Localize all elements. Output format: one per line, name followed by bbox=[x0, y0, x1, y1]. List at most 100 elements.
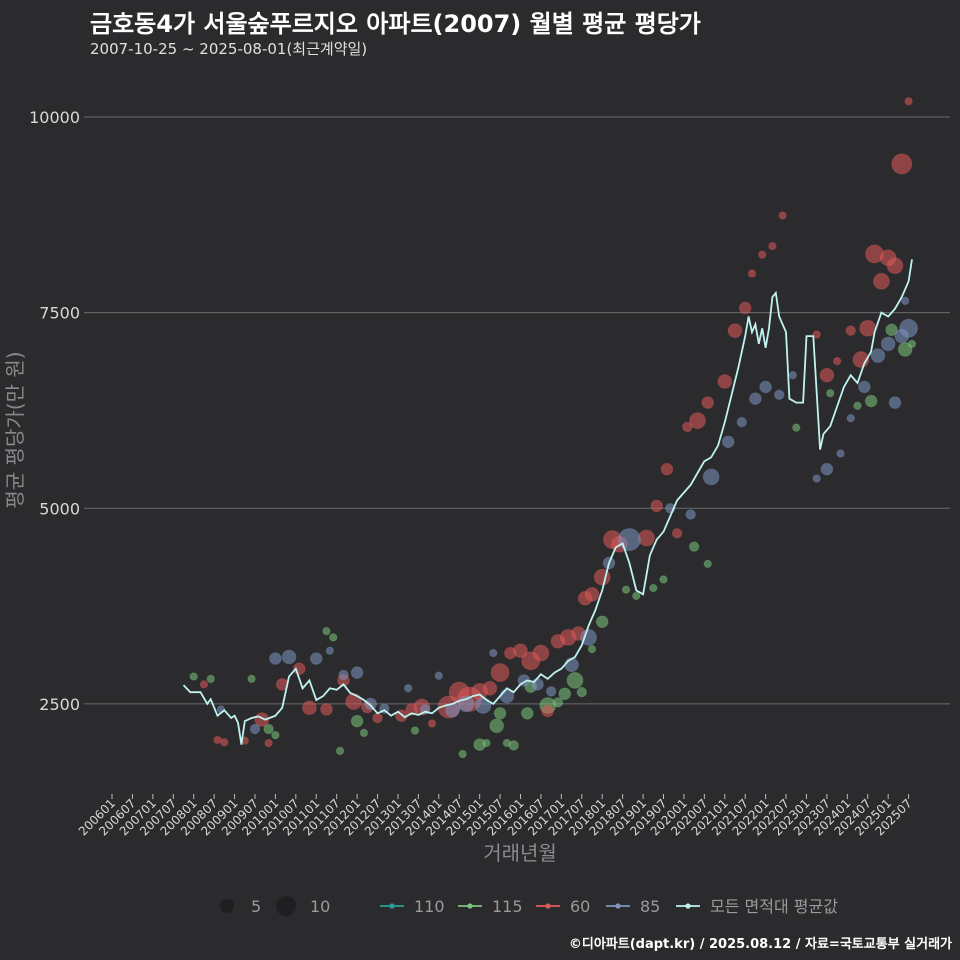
point-115 bbox=[864, 394, 878, 408]
point-60 bbox=[638, 529, 655, 547]
point-85 bbox=[888, 396, 902, 409]
point-85 bbox=[350, 666, 364, 679]
point-60 bbox=[650, 499, 663, 513]
point-115 bbox=[885, 323, 898, 337]
legend: 5 10 110 115 60 85 모든 면적대 평균값 bbox=[220, 896, 838, 916]
point-60 bbox=[427, 719, 437, 728]
point-115 bbox=[322, 626, 331, 636]
point-60 bbox=[490, 663, 510, 683]
gridlines bbox=[84, 116, 950, 705]
point-60 bbox=[584, 586, 600, 602]
point-85 bbox=[531, 678, 544, 691]
point-60 bbox=[302, 700, 317, 716]
point-115 bbox=[263, 723, 274, 735]
y-tick-labels: 2500 5000 7500 10000 bbox=[29, 108, 80, 714]
point-60 bbox=[758, 250, 767, 259]
point-115 bbox=[458, 749, 467, 759]
point-115 bbox=[587, 644, 597, 654]
point-115 bbox=[659, 575, 668, 584]
legend-series-label: 모든 면적대 평균값 bbox=[710, 897, 838, 916]
point-115 bbox=[703, 559, 712, 569]
point-85 bbox=[545, 686, 557, 697]
point-115 bbox=[359, 728, 369, 738]
scatter-points bbox=[189, 97, 919, 759]
point-85 bbox=[309, 652, 323, 665]
point-85 bbox=[736, 416, 748, 428]
legend-swatch-dot bbox=[467, 903, 473, 909]
point-60 bbox=[832, 356, 842, 366]
legend-size-label: 10 bbox=[310, 897, 330, 916]
point-85 bbox=[249, 723, 261, 735]
point-60 bbox=[482, 680, 498, 696]
point-60 bbox=[660, 462, 674, 476]
point-60 bbox=[541, 704, 555, 718]
point-60 bbox=[738, 301, 752, 315]
point-60 bbox=[872, 272, 890, 290]
legend-swatch-dot bbox=[389, 903, 395, 909]
point-60 bbox=[819, 367, 835, 383]
point-60 bbox=[747, 269, 757, 278]
point-60 bbox=[372, 712, 383, 724]
point-85 bbox=[836, 449, 845, 458]
point-85 bbox=[870, 348, 886, 364]
point-60 bbox=[513, 643, 528, 659]
point-85 bbox=[820, 462, 834, 476]
y-tick-label: 2500 bbox=[39, 695, 80, 714]
point-85 bbox=[489, 648, 498, 658]
point-85 bbox=[880, 336, 896, 352]
point-115 bbox=[410, 726, 420, 735]
point-60 bbox=[689, 412, 706, 430]
point-60 bbox=[891, 153, 913, 175]
point-85 bbox=[899, 318, 919, 338]
x-axis-label: 거래년월 bbox=[483, 841, 557, 865]
point-60 bbox=[199, 680, 209, 689]
point-115 bbox=[566, 672, 584, 689]
point-85 bbox=[685, 509, 696, 520]
point-60 bbox=[778, 211, 787, 220]
point-85 bbox=[749, 392, 762, 405]
y-tick-label: 10000 bbox=[29, 108, 80, 127]
point-60 bbox=[213, 735, 222, 745]
point-60 bbox=[220, 738, 229, 747]
point-60 bbox=[264, 738, 273, 748]
legend-series-label: 110 bbox=[414, 897, 445, 916]
point-115 bbox=[206, 674, 215, 684]
point-115 bbox=[621, 585, 631, 594]
point-85 bbox=[434, 671, 444, 680]
point-85 bbox=[617, 528, 641, 552]
point-115 bbox=[632, 591, 641, 601]
legend-swatch-dot bbox=[545, 903, 551, 909]
point-85 bbox=[702, 468, 720, 486]
point-115 bbox=[489, 718, 505, 734]
point-85 bbox=[281, 649, 297, 665]
point-85 bbox=[858, 380, 871, 394]
point-85 bbox=[580, 628, 597, 646]
point-115 bbox=[335, 746, 345, 756]
point-60 bbox=[768, 241, 777, 251]
point-115 bbox=[493, 707, 507, 720]
point-85 bbox=[269, 652, 282, 665]
average-line bbox=[182, 259, 913, 745]
point-115 bbox=[907, 339, 917, 349]
point-85 bbox=[846, 414, 855, 423]
y-tick-label: 5000 bbox=[39, 499, 80, 518]
point-115 bbox=[595, 615, 609, 629]
point-60 bbox=[859, 319, 877, 337]
point-85 bbox=[338, 669, 349, 681]
point-115 bbox=[649, 583, 658, 593]
legend-swatch-dot bbox=[685, 903, 691, 909]
point-115 bbox=[247, 674, 256, 684]
source-caption: ©디아파트(dapt.kr) / 2025.08.12 / 자료=국토교통부 실… bbox=[568, 937, 952, 952]
point-115 bbox=[552, 697, 564, 708]
point-85 bbox=[364, 697, 378, 711]
point-115 bbox=[558, 687, 572, 701]
point-115 bbox=[482, 738, 491, 748]
x-tick-labels: 2006012006072007012007072008012008072009… bbox=[76, 794, 915, 839]
point-85 bbox=[900, 296, 910, 306]
legend-swatch-dot bbox=[615, 903, 621, 909]
chart-subtitle: 2007-10-25 ~ 2025-08-01(최근계약일) bbox=[90, 40, 368, 58]
y-tick-label: 7500 bbox=[39, 304, 80, 323]
point-115 bbox=[508, 740, 519, 751]
point-115 bbox=[329, 633, 338, 642]
